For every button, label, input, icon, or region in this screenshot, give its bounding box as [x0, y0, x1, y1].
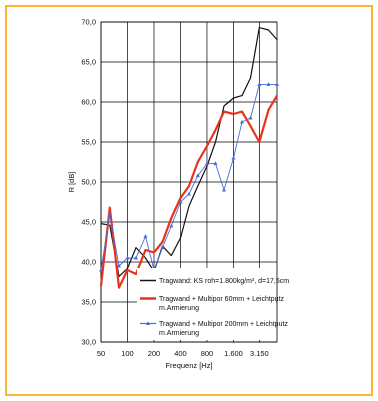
y-tick-label: 30,0	[81, 338, 96, 347]
data-point	[222, 187, 227, 192]
y-tick-label: 50,0	[81, 178, 96, 187]
y-tick-label: 40,0	[81, 258, 96, 267]
y-tick-label: 35,0	[81, 298, 96, 307]
y-tick-label: 60,0	[81, 98, 96, 107]
x-tick-label: 100	[121, 349, 134, 358]
data-point	[160, 245, 165, 250]
series-line	[100, 27, 278, 277]
data-point	[213, 161, 218, 166]
data-point	[99, 267, 103, 272]
data-point	[195, 173, 200, 178]
data-point	[125, 255, 130, 260]
data-point	[134, 255, 139, 260]
x-tick-label: 400	[174, 349, 187, 358]
x-tick-label: 800	[201, 349, 214, 358]
grid	[100, 21, 278, 343]
legend-label: Tragwand + Multipor 200mm + Leichtputz	[159, 321, 288, 328]
legend: Tragwand: KS roh=1.800kg/m³, d=17,5cm Tra…	[137, 268, 289, 340]
x-tick-label: 50	[97, 349, 105, 358]
y-tick-label: 65,0	[81, 58, 96, 67]
legend-label: m.Armierung	[159, 330, 199, 337]
y-tick-label: 45,0	[81, 218, 96, 227]
x-tick-label: 1.600	[224, 349, 243, 358]
plot-area-border	[100, 21, 278, 343]
data-point	[187, 191, 191, 196]
x-tick-label: 3.150	[250, 349, 269, 358]
legend-box	[137, 268, 276, 340]
data-point	[231, 155, 236, 160]
data-point	[248, 115, 253, 120]
data-point	[257, 82, 262, 86]
legend-label: Tragwand: KS roh=1.800kg/m³, d=17,5cm	[159, 278, 289, 285]
data-point	[239, 119, 244, 124]
legend-marker	[146, 321, 150, 325]
data-point	[107, 211, 112, 216]
y-tick-label: 70,0	[81, 18, 96, 27]
data-point	[169, 223, 174, 228]
series-layer	[99, 27, 279, 289]
x-tick-label: 200	[148, 349, 161, 358]
y-tick-label: 55,0	[81, 138, 96, 147]
data-point	[204, 161, 209, 166]
legend-label: m.Armierung	[159, 305, 199, 312]
data-point	[116, 263, 121, 268]
series-line	[99, 95, 278, 289]
legend-label: Tragwand + Multipor 60mm + Leichtputz	[159, 296, 285, 303]
x-axis-label: Frequenz [Hz]	[165, 361, 212, 370]
data-point	[275, 82, 279, 86]
data-point	[143, 234, 148, 238]
axes: R [dB] Frequenz [Hz] 70,0 65,0 60,0 55,0 50,…	[67, 18, 269, 371]
data-point	[266, 82, 271, 86]
y-axis-label: R [dB]	[67, 172, 76, 193]
data-point	[178, 199, 183, 204]
